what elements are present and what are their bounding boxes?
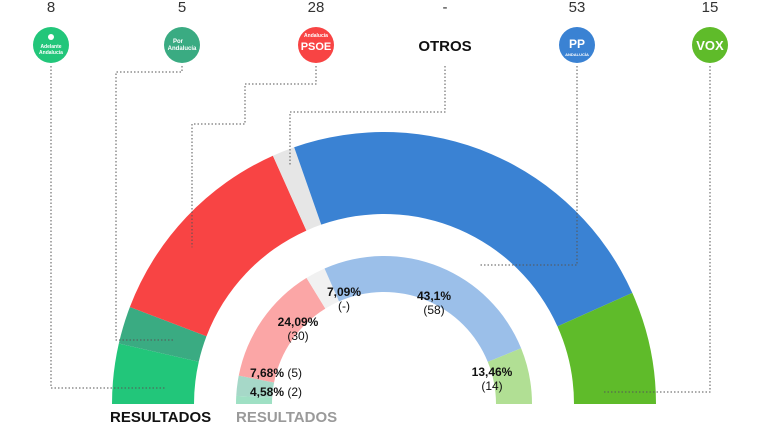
legend-current: RESULTADOS — [110, 409, 211, 426]
prev-seats-psoe: (30) — [287, 329, 308, 343]
prev-arc-adelante — [236, 395, 273, 404]
seat-count-adelante: 8 — [47, 0, 55, 16]
legend-previous: RESULTADOS — [236, 409, 337, 426]
seat-count-vox: 15 — [702, 0, 719, 16]
logo-text-vox: VOX — [696, 38, 724, 53]
prev-arc-vox — [487, 348, 532, 404]
leader-otros — [289, 66, 446, 167]
leader-lines — [50, 66, 711, 393]
prev-pct-porandalucia: 7,68% — [250, 366, 287, 380]
prev-seats-adelante: (2) — [287, 385, 302, 399]
prev-pct-vox: 13,46% — [472, 365, 513, 379]
leader-vox — [603, 66, 711, 393]
prev-pct-adelante: 4,58% — [250, 385, 287, 399]
logo-text-adelante-2: Andalucía — [39, 50, 63, 56]
prev-label-adelante: 4,58% (2) — [250, 385, 302, 399]
arc-vox — [557, 292, 656, 404]
prev-pct-otros: 7,09% — [327, 285, 361, 299]
previous-result-labels: 4,58% (2)7,68% (5)24,09%(30)7,09%(-)43,1… — [250, 285, 513, 399]
arc-adelante — [112, 343, 199, 404]
seat-count-otros: - — [443, 0, 448, 16]
logo-text-adelante-1: Adelante — [40, 44, 61, 50]
arc-otros — [272, 147, 322, 231]
prev-arc-porandalucia — [236, 375, 275, 398]
seat-count-psoe: 28 — [308, 0, 325, 16]
por-andalucia-logo-badge — [164, 27, 200, 63]
seat-count-porandalucia: 5 — [178, 0, 186, 16]
logo-text-por-2: Andalucía — [168, 46, 197, 52]
arc-psoe — [129, 155, 307, 337]
psoe-logo-badge — [298, 27, 334, 63]
seat-count-pp: 53 — [569, 0, 586, 16]
prev-label-porandalucia: 7,68% (5) — [250, 366, 302, 380]
prev-seats-porandalucia: (5) — [287, 366, 302, 380]
prev-seats-otros: (-) — [338, 299, 350, 313]
leader-psoe — [191, 66, 317, 248]
otros-label: OTROS — [418, 38, 471, 55]
prev-arc-psoe — [238, 277, 326, 383]
prev-pct-pp: 43,1% — [417, 289, 451, 303]
prev-arc-otros — [306, 268, 340, 309]
arc-pp — [294, 132, 633, 327]
logo-text-pp-2: ANDALUCÍA — [565, 52, 589, 57]
prev-pct-psoe: 24,09% — [278, 315, 319, 329]
leader-adelante — [50, 66, 166, 389]
prev-arc-pp — [324, 256, 522, 362]
seat-count-labels: 8 5 28 - 53 15 — [47, 0, 719, 16]
logo-text-pp-1: PP — [569, 37, 585, 51]
current-results-arc — [112, 132, 656, 404]
party-logos: AdelanteAndalucíaPorAndalucíaAndalucíaPS… — [33, 27, 728, 63]
vox-logo-badge — [692, 27, 728, 63]
prev-seats-vox: (14) — [481, 379, 502, 393]
logo-text-por-1: Por — [173, 39, 184, 45]
adelante-andalucia-icon — [48, 34, 54, 40]
arc-porandalucia — [118, 306, 207, 362]
adelante-andalucia-logo-badge — [33, 27, 69, 63]
leader-porandalucia — [115, 66, 183, 341]
prev-seats-pp: (58) — [423, 303, 444, 317]
previous-results-arc — [236, 256, 532, 404]
pp-logo-badge — [559, 27, 595, 63]
logo-text-psoe-2: PSOE — [301, 41, 332, 53]
logo-text-psoe-1: Andalucía — [304, 33, 328, 39]
